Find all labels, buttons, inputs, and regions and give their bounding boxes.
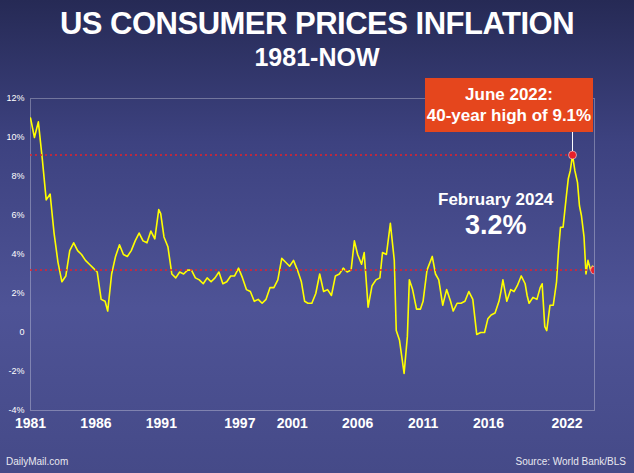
html-text:Source: World Bank/BLS: Source: World Bank/BLS: [515, 456, 626, 467]
svg-text:1981: 1981: [15, 415, 46, 431]
html-text:US CONSUMER PRICES INFLATION: US CONSUMER PRICES INFLATION: [59, 6, 575, 41]
svg-text:-2%: -2%: [8, 366, 24, 376]
svg-text:1991: 1991: [146, 415, 177, 431]
svg-text:2001: 2001: [277, 415, 308, 431]
html-text:DailyMail.com: DailyMail.com: [6, 456, 69, 467]
html-text:3.2%: 3.2%: [464, 210, 527, 240]
svg-text:1986: 1986: [80, 415, 111, 431]
svg-text:1997: 1997: [224, 415, 255, 431]
html-text:1981-NOW: 1981-NOW: [254, 43, 380, 71]
svg-text:12%: 12%: [6, 93, 24, 103]
svg-text:-4%: -4%: [8, 405, 24, 415]
html-text:40-year high of 9.1%: 40-year high of 9.1%: [426, 106, 592, 125]
svg-text:2011: 2011: [408, 415, 439, 431]
svg-text:0: 0: [19, 327, 24, 337]
svg-text:2006: 2006: [342, 415, 373, 431]
svg-text:8%: 8%: [11, 171, 24, 181]
html-text:June 2022:: June 2022:: [465, 85, 553, 104]
svg-text:6%: 6%: [11, 210, 24, 220]
svg-text:10%: 10%: [6, 132, 24, 142]
svg-text:4%: 4%: [11, 249, 24, 259]
svg-text:2016: 2016: [473, 415, 504, 431]
svg-text:2%: 2%: [11, 288, 24, 298]
svg-text:2022: 2022: [551, 415, 582, 431]
html-text:February 2024: February 2024: [438, 190, 554, 209]
